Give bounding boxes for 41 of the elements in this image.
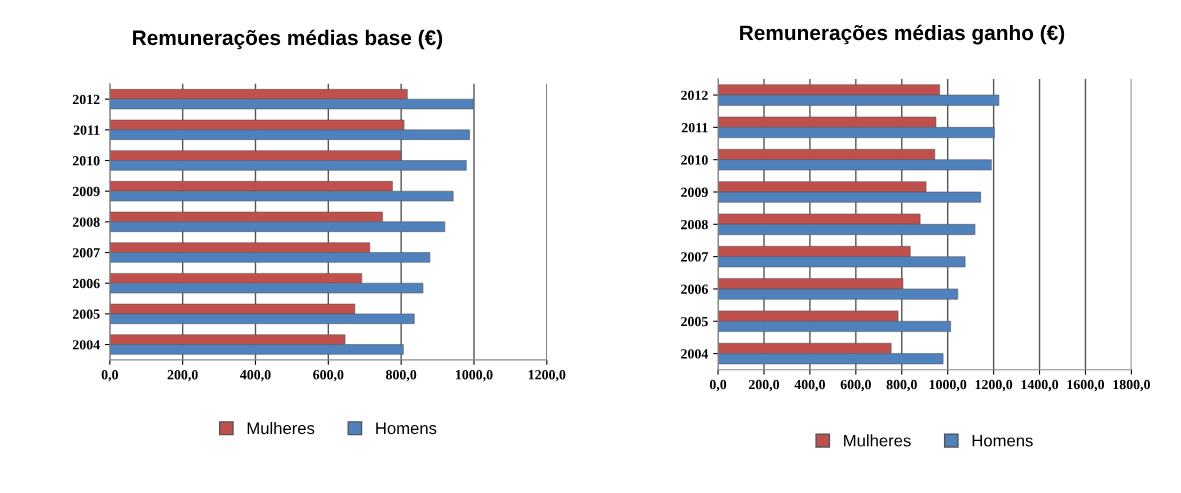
y-tick-label: 2007 [681,252,708,262]
legend-label: Homens [376,422,437,435]
y-tick-label: 2009 [72,186,100,197]
x-tick-label: 1000,0 [929,379,967,392]
x-tick-label: 800,0 [385,370,417,382]
x-tick-label: 0,0 [709,379,727,392]
x-tick-label: 1200,0 [975,379,1013,392]
y-tick-label: 2004 [681,349,709,359]
x-tick-label: 600,0 [313,370,344,382]
x-tick-label: 1000,0 [455,370,493,382]
y-tick-label: 2011 [73,125,100,135]
x-tick-label: 400,0 [240,370,271,382]
chart-title: Remunerações médias base (€) [133,29,443,50]
y-tick-label: 2004 [72,340,100,350]
y-tick-label: 2008 [681,219,708,230]
x-tick-label: 200,0 [167,370,198,382]
y-tick-label: 2012 [681,90,708,100]
y-tick-label: 2006 [72,278,100,289]
y-tick-label: 2009 [681,187,708,197]
x-tick-label: 1600,0 [1067,379,1105,392]
chart-title: Remunerações médias ganho (€) [740,24,1065,45]
y-tick-label: 2010 [72,156,100,166]
y-tick-label: 2010 [681,155,708,165]
x-tick-label: 0,0 [101,370,118,382]
legend-label: Mulheres [247,421,315,435]
y-tick-label: 2012 [72,94,100,105]
x-tick-label: 800,0 [886,379,917,392]
x-tick-label: 1200,0 [528,370,566,382]
y-tick-label: 2011 [681,122,708,133]
x-tick-label: 1800,0 [1113,379,1150,392]
y-tick-label: 2005 [681,316,708,327]
legend-label: Mulheres [844,434,911,447]
x-tick-label: 400,0 [794,379,825,392]
y-tick-label: 2007 [72,248,100,258]
legend-label: Homens [972,434,1033,447]
x-tick-label: 600,0 [840,379,871,392]
y-tick-label: 2008 [72,217,100,227]
y-tick-label: 2005 [72,309,100,319]
x-tick-label: 200,0 [748,379,780,392]
y-tick-label: 2006 [681,284,708,294]
x-tick-label: 1400,0 [1021,379,1059,392]
